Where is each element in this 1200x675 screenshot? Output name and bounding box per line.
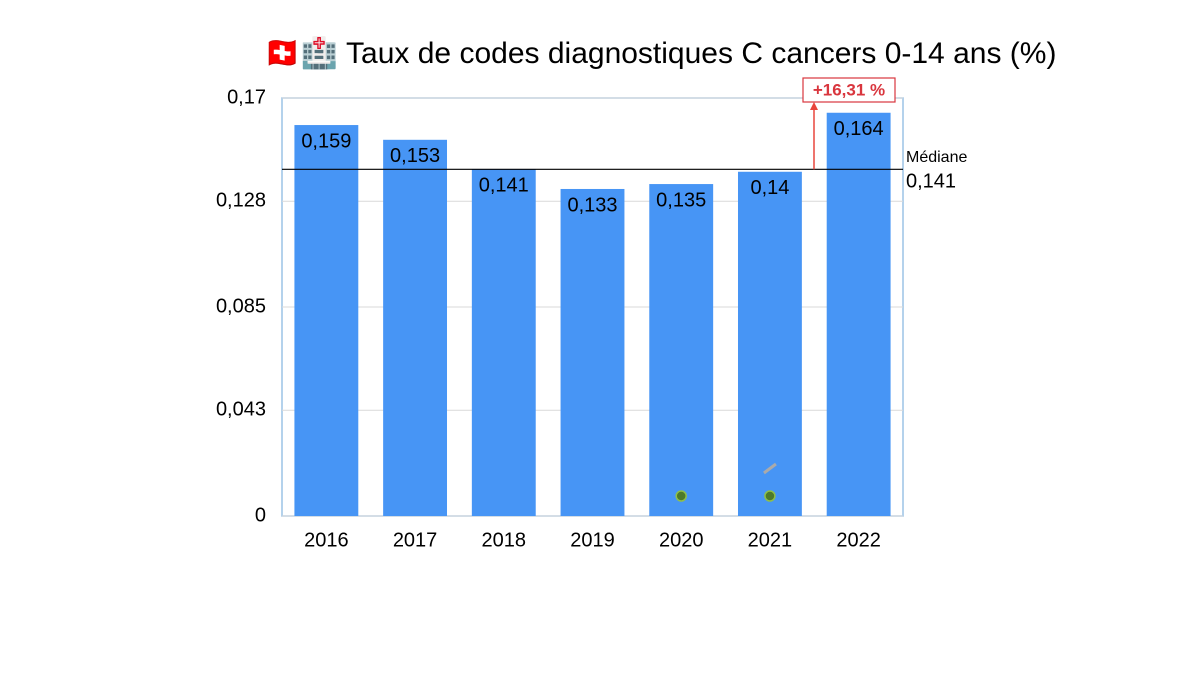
y-tick-label: 0,085 bbox=[216, 295, 266, 317]
y-tick-label: 0,043 bbox=[216, 399, 266, 421]
bar bbox=[826, 112, 891, 517]
x-tick-label: 2021 bbox=[748, 529, 793, 551]
value-label: 0,135 bbox=[656, 189, 706, 211]
virus-icon bbox=[764, 490, 776, 502]
bar bbox=[560, 188, 625, 516]
value-label: 0,159 bbox=[301, 130, 351, 152]
annotation: +16,31 % bbox=[813, 80, 885, 99]
y-tick-label: 0,17 bbox=[227, 86, 266, 108]
value-label: 0,133 bbox=[567, 194, 617, 216]
syringe-icon bbox=[763, 462, 777, 475]
value-label: 0,141 bbox=[479, 175, 529, 197]
median-name: Médiane bbox=[906, 149, 967, 166]
bar bbox=[294, 125, 359, 516]
virus-icon bbox=[675, 490, 687, 502]
x-tick-label: 2017 bbox=[393, 529, 438, 551]
y-tick-label: 0,128 bbox=[216, 190, 266, 212]
bar bbox=[649, 184, 714, 516]
x-tick-label: 2020 bbox=[659, 529, 704, 551]
value-label: 0,153 bbox=[390, 145, 440, 167]
median-label: 0,141 bbox=[906, 170, 956, 192]
value-label: 0,164 bbox=[834, 118, 884, 140]
y-tick-label: 0 bbox=[255, 504, 266, 526]
chart-title: 🇨🇭🏥 Taux de codes diagnostiques C cancer… bbox=[264, 35, 1057, 70]
x-tick-label: 2019 bbox=[570, 529, 615, 551]
arrow-head bbox=[810, 102, 818, 110]
x-tick-label: 2018 bbox=[482, 529, 527, 551]
x-tick-label: 2016 bbox=[304, 529, 349, 551]
bar bbox=[737, 171, 802, 516]
bar bbox=[471, 169, 536, 516]
value-label: 0,14 bbox=[750, 177, 789, 199]
bar bbox=[383, 139, 448, 517]
annotation-box bbox=[802, 77, 896, 103]
x-tick-label: 2022 bbox=[836, 529, 881, 551]
